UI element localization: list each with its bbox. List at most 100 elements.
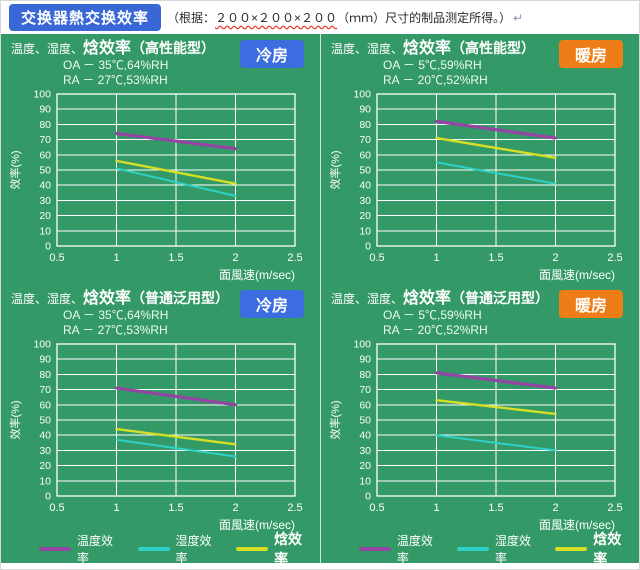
outdoor-air-condition: OA － 35℃,64%RH — [63, 308, 169, 322]
page-title: 交换器熱交换效率 — [9, 4, 162, 31]
return-air-condition: RA － 20℃,52%RH — [383, 73, 488, 87]
enthalpy-line-swatch-icon — [236, 546, 269, 551]
y-tick-label: 60 — [39, 149, 51, 161]
y-tick-label: 90 — [39, 354, 51, 366]
y-tick-label: 30 — [359, 195, 371, 207]
x-axis-label: 面風速(m/sec) — [219, 518, 295, 532]
note-rest: （ｍｍ）尺寸的制品测定所得。） — [337, 11, 512, 25]
panel-high-performance-cooling: 温度、湿度、焓效率（高性能型） OA － 35℃,64%RH RA － 27℃,… — [1, 34, 320, 284]
humidity-efficiency-line — [435, 161, 557, 185]
note-dimensions: ２００×２００×２００ — [215, 11, 338, 25]
y-tick-label: 70 — [359, 384, 371, 396]
outdoor-air-condition: OA － 35℃,64%RH — [63, 58, 169, 72]
legend-label: 焓效率 — [593, 530, 622, 567]
x-tick-label: 2 — [552, 502, 558, 514]
y-tick-label: 80 — [359, 369, 371, 381]
humidity-efficiency-line — [115, 167, 237, 197]
x-tick-label: 1 — [113, 502, 119, 514]
panel-title-main: 焓效率 — [83, 40, 132, 57]
temperature-efficiency-line — [434, 119, 558, 140]
left-column: 温度、湿度、焓效率（高性能型） OA － 35℃,64%RH RA － 27℃,… — [1, 34, 320, 567]
y-tick-label: 90 — [359, 104, 371, 116]
panel-title-suffix: （高性能型） — [131, 40, 216, 56]
x-tick-label: 0.5 — [369, 502, 384, 514]
y-axis-label: 效率(%) — [328, 150, 342, 189]
x-tick-label: 1 — [433, 502, 439, 514]
y-tick-label: 30 — [39, 195, 51, 207]
x-tick-label: 0.5 — [369, 252, 384, 264]
efficiency-chart-svg: 0 10 20 30 40 50 60 70 80 90 100 0.5 1 1.5 2 2.5 效率(%) 面風… — [8, 89, 303, 283]
enthalpy-line-swatch-icon — [555, 546, 588, 551]
panel-title-main: 焓效率 — [403, 40, 452, 57]
y-tick-label: 70 — [39, 134, 51, 146]
temperature-efficiency-line — [434, 371, 558, 390]
title-bar: 交换器熱交换效率 （根据：２００×２００×２００（ｍｍ）尺寸的制品测定所得。） ↵ — [1, 1, 639, 34]
humidity-line-swatch-icon — [137, 546, 170, 551]
y-tick-label: 10 — [359, 475, 371, 487]
y-tick-label: 60 — [39, 399, 51, 411]
y-tick-label: 50 — [39, 165, 51, 177]
x-axis-label: 面風速(m/sec) — [219, 268, 295, 282]
y-tick-label: 80 — [39, 369, 51, 381]
efficiency-chart: 0 10 20 30 40 50 60 70 80 90 100 0.5 1 1.5 2 2.5 效率(%) 面風… — [327, 339, 639, 544]
legend-item-enthalpy: 焓效率 — [555, 529, 625, 569]
heating-mode-badge: 暖房 — [559, 40, 623, 68]
temperature-efficiency-line — [114, 131, 238, 151]
humidity-line-swatch-icon — [457, 546, 490, 551]
efficiency-chart: 0 10 20 30 40 50 60 70 80 90 100 0.5 1 1.5 2 2.5 效率(%) 面風… — [7, 339, 320, 544]
panel-title-main: 焓效率 — [83, 290, 132, 307]
outdoor-air-condition: OA － 5℃,59%RH — [383, 308, 482, 322]
legend-item-temperature: 温度效率 — [39, 532, 114, 566]
panel-title-prefix: 温度、湿度、 — [11, 42, 84, 56]
legend-label: 湿度效率 — [175, 533, 212, 565]
y-tick-label: 70 — [39, 384, 51, 396]
y-tick-label: 100 — [353, 89, 371, 101]
y-tick-label: 10 — [39, 475, 51, 487]
paragraph-return-icon: ↵ — [513, 11, 524, 25]
y-tick-label: 0 — [45, 491, 51, 503]
x-tick-label: 2.5 — [287, 252, 302, 264]
note-prefix: （根据： — [167, 11, 216, 25]
panel-title-suffix: （普通泛用型） — [451, 290, 550, 306]
panel-title-prefix: 温度、湿度、 — [11, 292, 84, 306]
temperature-line-swatch-icon — [359, 546, 391, 551]
cooling-mode-badge: 冷房 — [240, 290, 304, 318]
temperature-line-swatch-icon — [39, 546, 71, 551]
legend-label: 湿度效率 — [495, 533, 532, 565]
y-axis-label: 效率(%) — [8, 150, 22, 189]
x-tick-label: 2.5 — [287, 502, 302, 514]
y-tick-label: 10 — [39, 225, 51, 237]
legend-label: 温度效率 — [76, 533, 113, 565]
y-tick-label: 20 — [39, 460, 51, 472]
x-tick-label: 1.5 — [488, 252, 503, 264]
x-tick-label: 1 — [433, 252, 439, 264]
y-tick-label: 50 — [359, 165, 371, 177]
panel-header: 温度、湿度、焓效率（高性能型） — [321, 39, 639, 58]
x-tick-label: 2.5 — [607, 252, 622, 264]
chart-board: 温度、湿度、焓效率（高性能型） OA － 35℃,64%RH RA － 27℃,… — [1, 34, 639, 567]
y-tick-label: 40 — [359, 430, 371, 442]
return-air-condition: RA － 20℃,52%RH — [383, 323, 488, 337]
cooling-mode-badge: 冷房 — [240, 40, 304, 68]
panel-header: 温度、湿度、焓效率（普通泛用型） — [321, 289, 639, 308]
legend-label: 温度效率 — [396, 533, 433, 565]
efficiency-chart-svg: 0 10 20 30 40 50 60 70 80 90 100 0.5 1 1.5 2 2.5 效率(%) 面風… — [8, 339, 303, 533]
heating-mode-badge: 暖房 — [559, 290, 623, 318]
chart-legend: 温度效率 湿度效率 焓效率 — [321, 531, 639, 567]
panel-title-prefix: 温度、湿度、 — [331, 42, 404, 56]
y-tick-label: 0 — [45, 241, 51, 253]
y-tick-label: 50 — [39, 415, 51, 427]
y-tick-label: 80 — [39, 119, 51, 131]
y-tick-label: 100 — [33, 89, 51, 101]
x-tick-label: 1.5 — [168, 252, 183, 264]
legend-item-temperature: 温度效率 — [359, 532, 433, 566]
panel-title-main: 焓效率 — [403, 290, 452, 307]
y-tick-label: 70 — [359, 134, 371, 146]
plot-border — [56, 93, 296, 247]
y-tick-label: 20 — [39, 210, 51, 222]
humidity-efficiency-line — [115, 438, 237, 458]
title-note: （根据：２００×２００×２００（ｍｍ）尺寸的制品测定所得。） ↵ — [167, 9, 523, 26]
efficiency-chart-svg: 0 10 20 30 40 50 60 70 80 90 100 0.5 1 1.5 2 2.5 效率(%) 面風… — [328, 339, 623, 533]
legend-item-humidity: 湿度效率 — [137, 532, 213, 566]
panel-general-purpose-cooling: 温度、湿度、焓效率（普通泛用型） OA － 35℃,64%RH RA － 27℃… — [1, 284, 320, 534]
